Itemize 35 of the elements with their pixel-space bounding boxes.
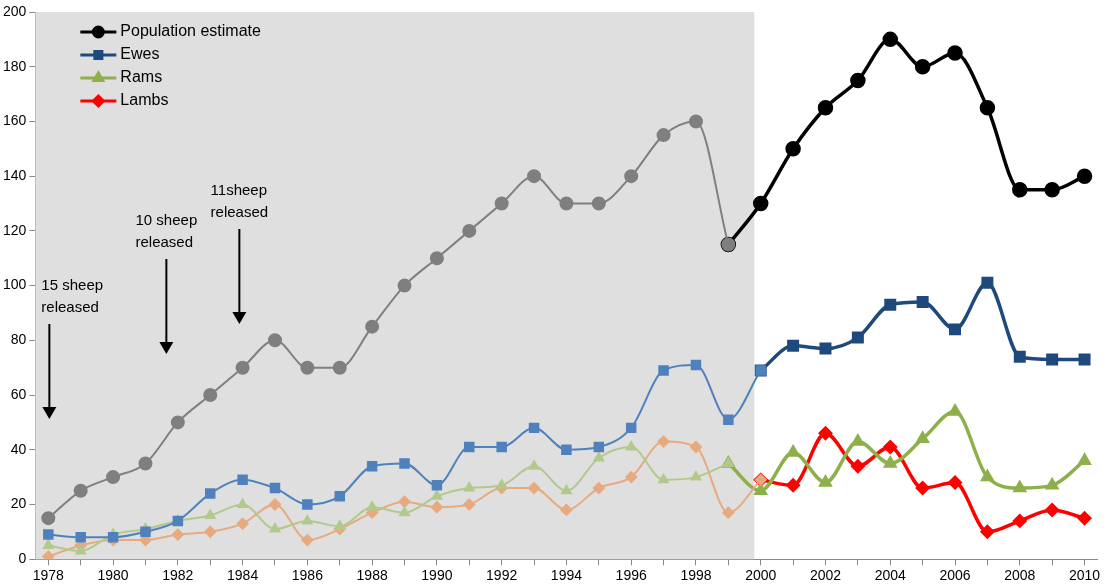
x-tick-label: 1978 <box>32 567 65 584</box>
x-tick-label: 1984 <box>227 567 259 584</box>
legend-label: Lambs <box>120 91 169 109</box>
x-tick-label: 2008 <box>1004 567 1036 584</box>
x-tick-label: 2004 <box>874 567 907 584</box>
x-tick-label: 2010 <box>1068 567 1101 584</box>
annotation: 15 sheep released <box>41 276 104 315</box>
y-tick-label: 100 <box>3 276 27 293</box>
y-tick-label: 80 <box>10 331 27 348</box>
x-tick-label: 1982 <box>162 567 194 584</box>
x-tick-label: 1996 <box>615 567 647 584</box>
x-tick-label: 1986 <box>291 567 324 584</box>
x-tick-label: 1988 <box>356 567 388 584</box>
x-tick-label: 2002 <box>809 567 842 584</box>
annotation: 11sheep released <box>210 181 269 220</box>
legend-label: Ewes <box>120 45 160 63</box>
x-tick-label: 1994 <box>550 567 583 584</box>
y-tick-label: 140 <box>3 167 27 184</box>
x-tick-label: 1980 <box>97 567 129 584</box>
y-tick-label: 200 <box>3 2 27 19</box>
x-tick-label: 2000 <box>745 567 777 584</box>
legend-label: Population estimate <box>120 22 261 40</box>
x-tick-label: 2006 <box>939 567 971 584</box>
y-tick-label: 60 <box>10 385 27 402</box>
annotation: 10 sheep released <box>135 211 198 250</box>
y-tick-label: 40 <box>10 440 27 457</box>
x-tick-label: 1992 <box>486 567 518 584</box>
x-tick-label: 1998 <box>680 567 712 584</box>
y-tick-label: 0 <box>18 550 27 567</box>
y-tick-label: 20 <box>10 495 27 512</box>
y-tick-label: 180 <box>3 57 27 74</box>
y-tick-label: 120 <box>3 221 27 238</box>
y-tick-label: 160 <box>3 112 27 129</box>
x-tick-label: 1990 <box>421 567 453 584</box>
legend-label: Rams <box>120 68 163 86</box>
